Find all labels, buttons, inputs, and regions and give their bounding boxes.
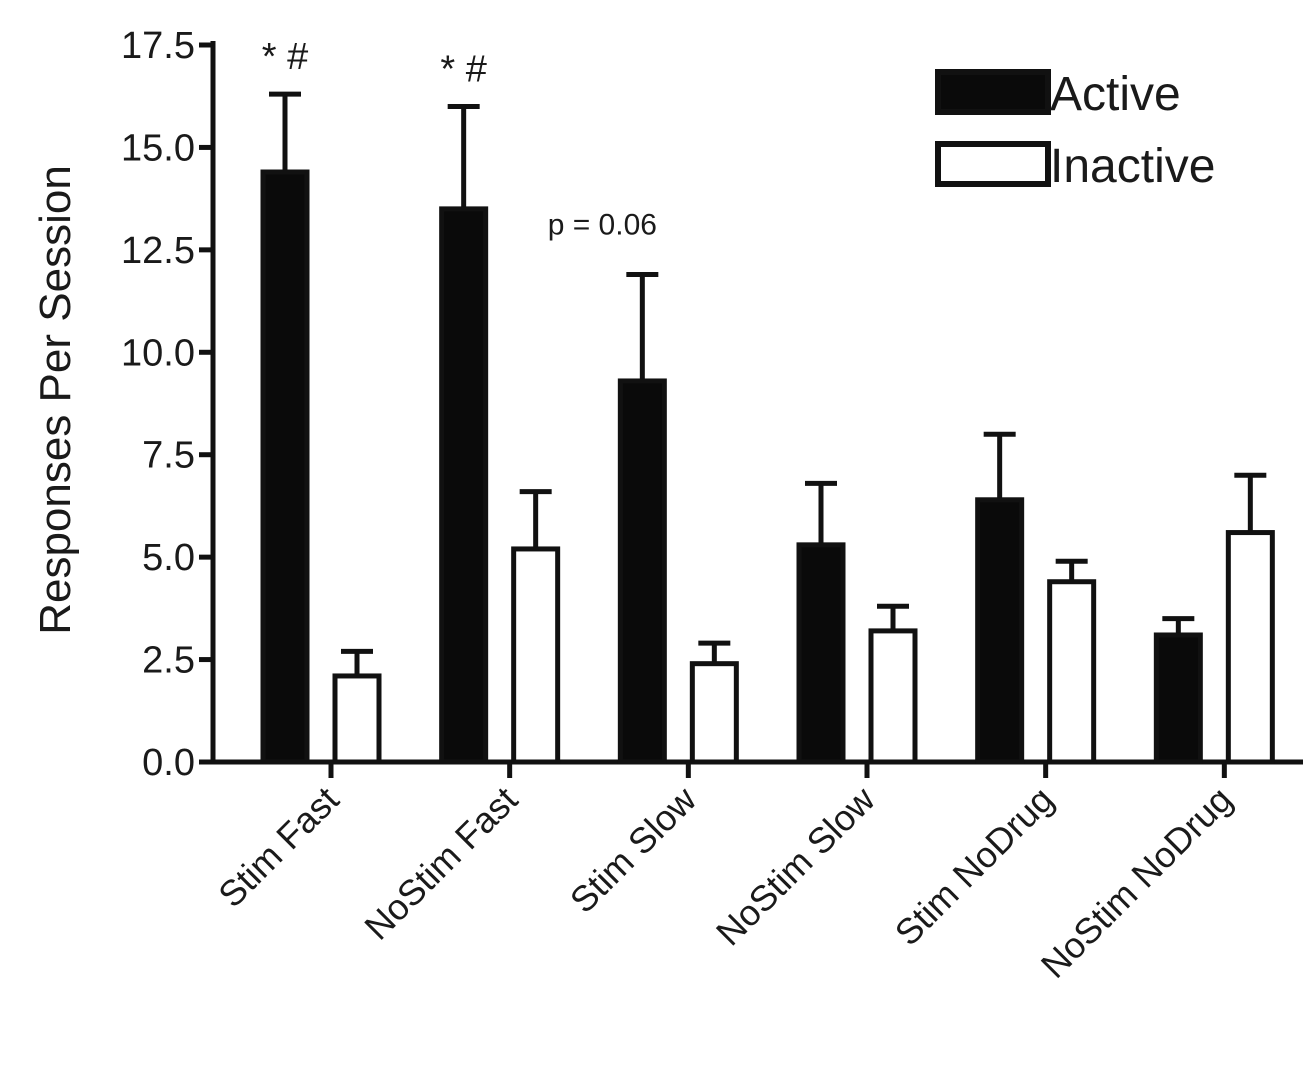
y-tick-label: 7.5 xyxy=(142,435,195,477)
legend: Active Inactive xyxy=(935,68,1215,193)
y-axis-title: Responses Per Session xyxy=(31,165,80,635)
bar-inactive xyxy=(689,661,739,765)
y-tick-label: 5.0 xyxy=(142,537,195,579)
bar-active xyxy=(439,206,489,765)
x-tick-label: NoStim Slow xyxy=(708,778,883,953)
bar-active xyxy=(796,542,846,765)
x-tick-label: NoStim Fast xyxy=(356,779,525,948)
x-tick-label: Stim Slow xyxy=(562,778,705,921)
bar-active xyxy=(617,378,667,765)
y-tick-label: 12.5 xyxy=(121,230,195,272)
bar-active xyxy=(975,497,1025,765)
annotations: * # * # p = 0.06 xyxy=(262,36,657,241)
significance-marker: * # xyxy=(262,36,308,78)
bar-active xyxy=(1153,632,1203,765)
bar-inactive xyxy=(511,546,561,765)
y-tick-label: 17.5 xyxy=(121,25,195,67)
x-axis: Stim Fast NoStim Fast Stim Slow NoStim Slow… xyxy=(210,759,1303,986)
legend-label-inactive: Inactive xyxy=(1050,140,1215,193)
x-tick-label: NoStim NoDrug xyxy=(1033,779,1240,986)
significance-marker: * # xyxy=(440,48,486,90)
legend-label-active: Active xyxy=(1050,68,1181,121)
y-tick-label: 10.0 xyxy=(121,332,195,374)
y-tick-label: 0.0 xyxy=(142,742,195,784)
y-axis: 0.0 2.5 5.0 7.5 10.0 12.5 15.0 17.5 xyxy=(121,25,216,784)
bar-inactive xyxy=(868,628,918,765)
legend-swatch-active xyxy=(935,69,1051,115)
bar-inactive xyxy=(1047,579,1097,765)
bars xyxy=(260,91,1275,765)
bar-active xyxy=(260,169,310,765)
bar-inactive xyxy=(332,673,382,765)
legend-swatch-inactive xyxy=(935,141,1051,187)
x-tick-label: Stim NoDrug xyxy=(887,779,1062,954)
x-tick-label: Stim Fast xyxy=(210,779,346,915)
p-value-label: p = 0.06 xyxy=(548,208,657,241)
y-tick-label: 15.0 xyxy=(121,127,195,169)
bar-inactive xyxy=(1225,530,1275,765)
y-tick-label: 2.5 xyxy=(142,640,195,682)
